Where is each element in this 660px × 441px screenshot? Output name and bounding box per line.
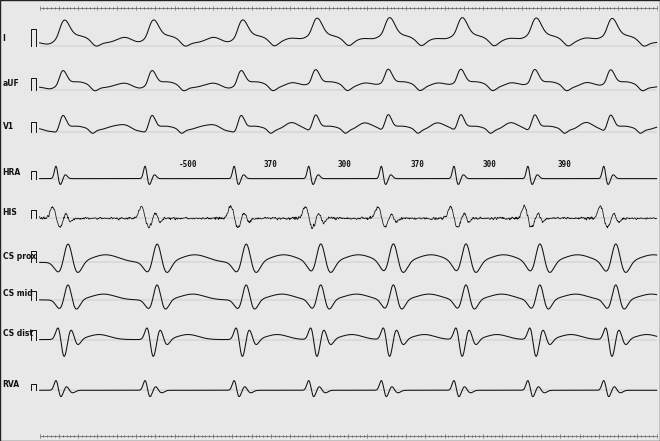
Text: 370: 370 [410, 160, 424, 169]
Text: I: I [3, 34, 5, 44]
Text: CS dist: CS dist [3, 329, 32, 338]
Text: HIS: HIS [3, 208, 17, 217]
Text: V1: V1 [3, 122, 14, 131]
Text: aUF: aUF [3, 79, 19, 88]
Text: 300: 300 [482, 160, 497, 169]
Text: CS prox: CS prox [3, 251, 36, 261]
Text: 300: 300 [337, 160, 352, 169]
Text: RVA: RVA [3, 380, 20, 389]
Text: 370: 370 [263, 160, 278, 169]
Text: 390: 390 [557, 160, 572, 169]
Text: -500: -500 [179, 160, 197, 169]
Text: HRA: HRA [3, 168, 21, 177]
Text: CS mid: CS mid [3, 289, 32, 299]
